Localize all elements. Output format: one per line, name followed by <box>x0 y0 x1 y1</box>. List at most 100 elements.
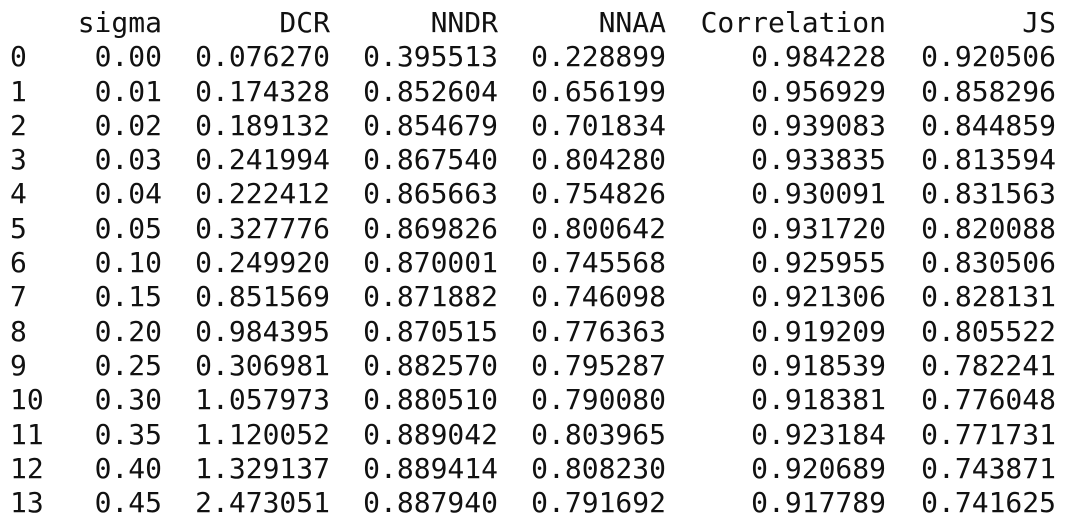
js-cell: 0.741625 <box>921 486 1056 520</box>
correlation-cell: 0.984228 <box>751 40 886 74</box>
dcr-cell: 0.306981 <box>195 348 330 382</box>
nnaa-cell: 0.790080 <box>531 383 666 417</box>
row-index: 13 <box>10 486 44 520</box>
js-cell: 0.820088 <box>921 211 1056 245</box>
dcr-cell: 1.120052 <box>195 417 330 451</box>
nnaa-cell: 0.701834 <box>531 108 666 142</box>
column-header-dcr: DCR <box>279 6 330 39</box>
nnaa-cell: 0.800642 <box>531 211 666 245</box>
column-header-nndr: NNDR <box>430 6 498 39</box>
sigma-cell: 0.30 <box>94 383 162 417</box>
nndr-cell: 0.870515 <box>363 314 498 348</box>
row-index: 4 <box>10 177 27 211</box>
row-index: 12 <box>10 451 44 485</box>
nndr-cell: 0.880510 <box>363 383 498 417</box>
table-row: 13 0.45 2.473051 0.887940 0.791692 0.917789 0.… <box>0 486 1082 520</box>
correlation-cell: 0.919209 <box>751 314 886 348</box>
js-cell: 0.920506 <box>921 40 1056 74</box>
row-index: 7 <box>10 280 27 314</box>
row-index: 8 <box>10 314 27 348</box>
correlation-cell: 0.923184 <box>751 417 886 451</box>
nndr-cell: 0.854679 <box>363 108 498 142</box>
sigma-cell: 0.05 <box>94 211 162 245</box>
column-header-nnaa: NNAA <box>598 6 666 39</box>
nndr-cell: 0.871882 <box>363 280 498 314</box>
column-header-correlation: Correlation <box>700 6 886 39</box>
js-cell: 0.858296 <box>921 74 1056 108</box>
dcr-cell: 0.174328 <box>195 74 330 108</box>
nnaa-cell: 0.791692 <box>531 486 666 520</box>
sigma-cell: 0.02 <box>94 108 162 142</box>
js-cell: 0.813594 <box>921 143 1056 177</box>
sigma-cell: 0.35 <box>94 417 162 451</box>
sigma-cell: 0.03 <box>94 143 162 177</box>
nndr-cell: 0.852604 <box>363 74 498 108</box>
row-index: 0 <box>10 40 27 74</box>
correlation-cell: 0.917789 <box>751 486 886 520</box>
correlation-cell: 0.921306 <box>751 280 886 314</box>
nndr-cell: 0.882570 <box>363 348 498 382</box>
row-index: 10 <box>10 383 44 417</box>
js-cell: 0.831563 <box>921 177 1056 211</box>
sigma-cell: 0.00 <box>94 40 162 74</box>
correlation-cell: 0.918539 <box>751 348 886 382</box>
nnaa-cell: 0.228899 <box>531 40 666 74</box>
table-row: 12 0.40 1.329137 0.889414 0.808230 0.920689 0.… <box>0 452 1082 486</box>
dcr-cell: 0.076270 <box>195 40 330 74</box>
nndr-cell: 0.867540 <box>363 143 498 177</box>
js-cell: 0.830506 <box>921 246 1056 280</box>
table-row: 9 0.25 0.306981 0.882570 0.795287 0.918539 0.7… <box>0 349 1082 383</box>
dcr-cell: 0.241994 <box>195 143 330 177</box>
header-row: sigma DCR NNDR NNAA Correlation JS <box>0 6 1082 40</box>
nndr-cell: 0.870001 <box>363 246 498 280</box>
dcr-cell: 1.329137 <box>195 451 330 485</box>
nnaa-cell: 0.745568 <box>531 246 666 280</box>
sigma-cell: 0.25 <box>94 348 162 382</box>
table-body: 0 0.00 0.076270 0.395513 0.228899 0.984228 0.9… <box>0 40 1082 520</box>
correlation-cell: 0.918381 <box>751 383 886 417</box>
nndr-cell: 0.889042 <box>363 417 498 451</box>
correlation-cell: 0.939083 <box>751 108 886 142</box>
row-index: 2 <box>10 108 27 142</box>
nndr-cell: 0.887940 <box>363 486 498 520</box>
table-row: 4 0.04 0.222412 0.865663 0.754826 0.930091 0.8… <box>0 177 1082 211</box>
column-header-js: JS <box>1022 6 1056 39</box>
sigma-cell: 0.10 <box>94 246 162 280</box>
sigma-cell: 0.40 <box>94 451 162 485</box>
table-row: 3 0.03 0.241994 0.867540 0.804280 0.933835 0.8… <box>0 143 1082 177</box>
dcr-cell: 0.189132 <box>195 108 330 142</box>
dcr-cell: 2.473051 <box>195 486 330 520</box>
nnaa-cell: 0.776363 <box>531 314 666 348</box>
column-header-sigma: sigma <box>77 6 162 39</box>
js-cell: 0.743871 <box>921 451 1056 485</box>
index-header <box>0 6 70 40</box>
js-cell: 0.776048 <box>921 383 1056 417</box>
dataframe-output: sigma DCR NNDR NNAA Correlation JS 0 0.00… <box>0 6 1082 520</box>
nnaa-cell: 0.803965 <box>531 417 666 451</box>
js-cell: 0.782241 <box>921 348 1056 382</box>
dcr-cell: 0.327776 <box>195 211 330 245</box>
correlation-cell: 0.931720 <box>751 211 886 245</box>
nnaa-cell: 0.754826 <box>531 177 666 211</box>
row-index: 6 <box>10 246 27 280</box>
nnaa-cell: 0.808230 <box>531 451 666 485</box>
dcr-cell: 0.851569 <box>195 280 330 314</box>
correlation-cell: 0.956929 <box>751 74 886 108</box>
table-row: 1 0.01 0.174328 0.852604 0.656199 0.956929 0.8… <box>0 75 1082 109</box>
table-row: 6 0.10 0.249920 0.870001 0.745568 0.925955 0.8… <box>0 246 1082 280</box>
nndr-cell: 0.865663 <box>363 177 498 211</box>
sigma-cell: 0.20 <box>94 314 162 348</box>
sigma-cell: 0.15 <box>94 280 162 314</box>
js-cell: 0.771731 <box>921 417 1056 451</box>
nndr-cell: 0.869826 <box>363 211 498 245</box>
nndr-cell: 0.889414 <box>363 451 498 485</box>
table-row: 2 0.02 0.189132 0.854679 0.701834 0.939083 0.8… <box>0 109 1082 143</box>
correlation-cell: 0.933835 <box>751 143 886 177</box>
table-row: 5 0.05 0.327776 0.869826 0.800642 0.931720 0.8… <box>0 212 1082 246</box>
dcr-cell: 0.984395 <box>195 314 330 348</box>
table-row: 8 0.20 0.984395 0.870515 0.776363 0.919209 0.8… <box>0 315 1082 349</box>
table-row: 0 0.00 0.076270 0.395513 0.228899 0.984228 0.9… <box>0 40 1082 74</box>
table-row: 7 0.15 0.851569 0.871882 0.746098 0.921306 0.8… <box>0 280 1082 314</box>
js-cell: 0.828131 <box>921 280 1056 314</box>
nnaa-cell: 0.804280 <box>531 143 666 177</box>
